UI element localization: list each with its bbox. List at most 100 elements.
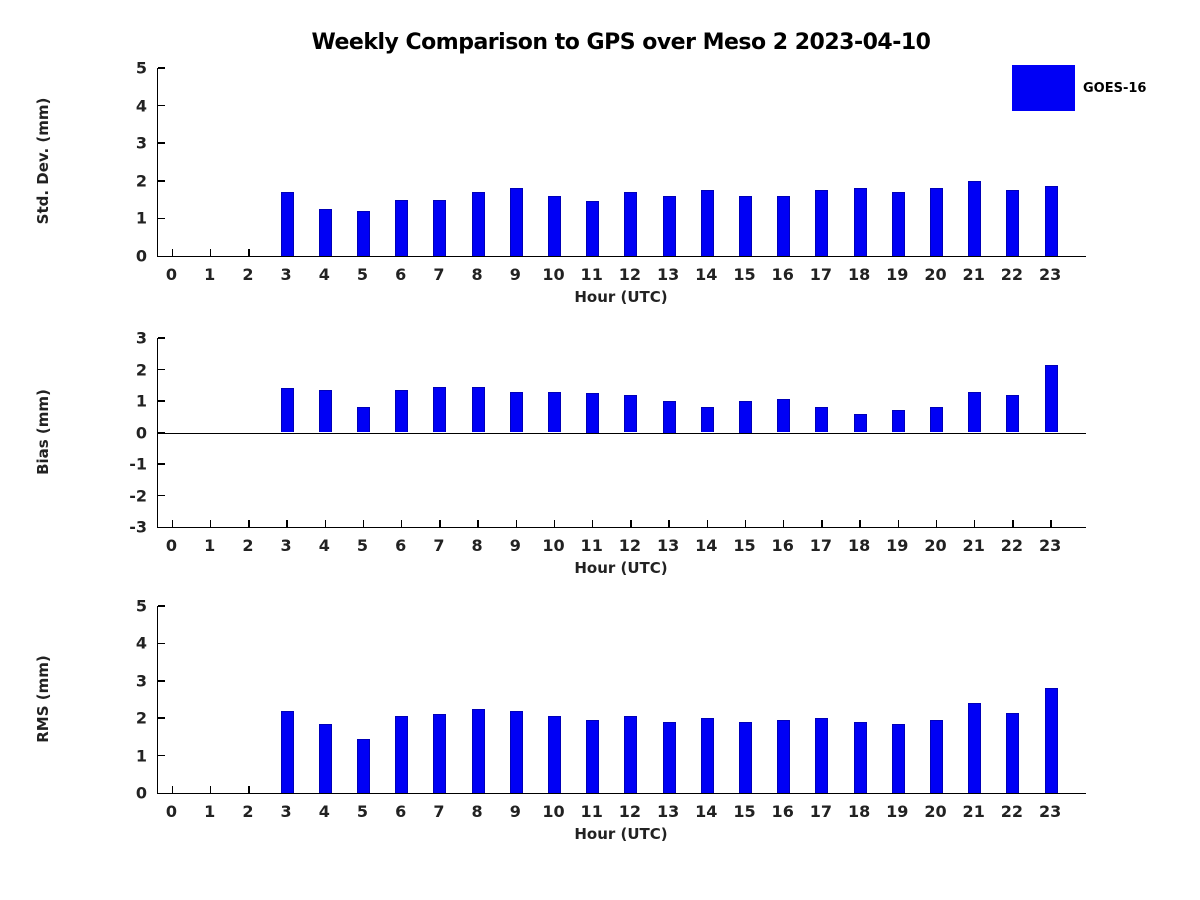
x-tick-label: 4 xyxy=(318,802,330,821)
bar-hour-15 xyxy=(739,721,752,793)
bar-hour-3 xyxy=(280,388,294,433)
x-tick-label: 11 xyxy=(580,802,603,821)
bar-hour-19 xyxy=(891,192,905,256)
x-tick-label: 13 xyxy=(656,802,680,821)
bar-hour-11 xyxy=(586,393,600,433)
x-tick-label: 21 xyxy=(962,265,985,284)
bar-hour-16 xyxy=(777,720,791,793)
bar-hour-14 xyxy=(700,407,714,433)
bar-hour-23 xyxy=(1044,186,1058,256)
y-tick-label: 3 xyxy=(135,671,147,691)
x-tick-label: 15 xyxy=(733,536,756,555)
x-tick-mark xyxy=(248,520,250,527)
bar-hour-12 xyxy=(624,716,638,793)
bar-hour-11 xyxy=(586,720,600,793)
x-tick-label: 21 xyxy=(962,536,985,555)
y-tick-mark xyxy=(158,368,165,371)
x-tick-label: 20 xyxy=(924,802,947,821)
x-tick-label: 10 xyxy=(542,536,565,555)
bar-hour-6 xyxy=(395,389,409,433)
x-axis-label: Hour (UTC) xyxy=(574,559,668,577)
x-tick-label: 20 xyxy=(924,536,947,555)
x-tick-label: 0 xyxy=(165,265,178,284)
x-tick-label: 16 xyxy=(771,536,794,555)
chart-title: Weekly Comparison to GPS over Meso 2 202… xyxy=(311,30,931,55)
x-tick-label: 2 xyxy=(242,802,254,821)
bar-hour-12 xyxy=(624,192,638,256)
bar-hour-14 xyxy=(700,718,714,793)
x-tick-label: 10 xyxy=(542,802,565,821)
bar-hour-9 xyxy=(509,391,523,433)
bar-hour-18 xyxy=(853,721,867,793)
bar-hour-20 xyxy=(930,720,943,793)
x-tick-label: 14 xyxy=(695,265,718,284)
bar-hour-19 xyxy=(891,723,905,793)
bar-hour-8 xyxy=(471,192,485,256)
y-tick-label: 1 xyxy=(135,208,147,228)
zero-line xyxy=(158,432,1086,434)
x-tick-label: 0 xyxy=(165,536,178,555)
x-tick-label: 6 xyxy=(395,265,407,284)
x-tick-label: 16 xyxy=(771,802,794,821)
bar-hour-10 xyxy=(548,195,561,256)
x-tick-label: 20 xyxy=(924,265,947,284)
x-tick-mark xyxy=(591,520,594,527)
x-tick-label: 12 xyxy=(618,536,642,555)
x-tick-label: 18 xyxy=(847,265,871,284)
x-tick-label: 3 xyxy=(280,802,292,821)
y-tick-label: 2 xyxy=(135,171,147,191)
bar-hour-23 xyxy=(1044,688,1058,793)
x-tick-mark xyxy=(1012,520,1014,527)
bar-hour-17 xyxy=(815,190,829,256)
bar-hour-16 xyxy=(777,399,791,433)
x-tick-label: 8 xyxy=(471,536,483,555)
x-tick-label: 22 xyxy=(1000,536,1024,555)
y-tick-mark xyxy=(158,142,165,144)
bar-hour-22 xyxy=(1006,394,1020,433)
y-tick-label: -2 xyxy=(129,486,147,505)
x-tick-label: 4 xyxy=(318,265,330,284)
x-tick-mark xyxy=(248,786,250,793)
x-tick-mark xyxy=(1050,520,1052,527)
x-tick-label: 11 xyxy=(580,536,603,555)
bar-hour-5 xyxy=(357,738,370,793)
x-tick-label: 14 xyxy=(695,802,718,821)
x-tick-mark xyxy=(209,520,212,527)
x-tick-label: 21 xyxy=(962,802,985,821)
x-tick-label: 3 xyxy=(280,536,292,555)
x-tick-label: 9 xyxy=(509,265,521,284)
plot-area xyxy=(157,337,1086,528)
x-tick-mark xyxy=(171,520,174,527)
y-tick-mark xyxy=(158,67,165,69)
x-tick-mark xyxy=(935,520,938,527)
bar-hour-18 xyxy=(853,413,867,433)
x-tick-label: 7 xyxy=(433,536,445,555)
x-tick-label: 7 xyxy=(433,802,445,821)
y-axis-label: RMS (mm) xyxy=(34,654,52,743)
x-tick-label: 15 xyxy=(733,802,756,821)
bar-hour-9 xyxy=(509,188,523,256)
x-tick-label: 1 xyxy=(204,802,216,821)
y-tick-label: 3 xyxy=(135,328,147,348)
bar-hour-7 xyxy=(433,386,447,433)
bar-hour-4 xyxy=(318,389,332,433)
x-tick-mark xyxy=(859,520,861,527)
x-tick-mark xyxy=(171,786,174,793)
x-tick-mark xyxy=(400,520,403,527)
y-tick-label: 1 xyxy=(135,746,147,766)
bar-hour-17 xyxy=(815,407,829,433)
x-tick-mark xyxy=(324,520,327,527)
x-tick-label: 23 xyxy=(1038,536,1062,555)
x-tick-mark xyxy=(439,520,441,527)
bar-hour-8 xyxy=(471,708,485,793)
bar-hour-7 xyxy=(433,199,447,256)
y-tick-mark xyxy=(158,463,165,465)
legend-color-swatch xyxy=(1012,65,1075,111)
y-tick-mark xyxy=(158,494,165,497)
y-tick-label: 0 xyxy=(135,783,147,803)
bar-hour-8 xyxy=(471,386,485,433)
y-tick-label: 0 xyxy=(135,423,147,442)
bar-hour-4 xyxy=(318,209,332,256)
x-tick-label: 18 xyxy=(847,536,871,555)
x-tick-label: 13 xyxy=(656,536,680,555)
